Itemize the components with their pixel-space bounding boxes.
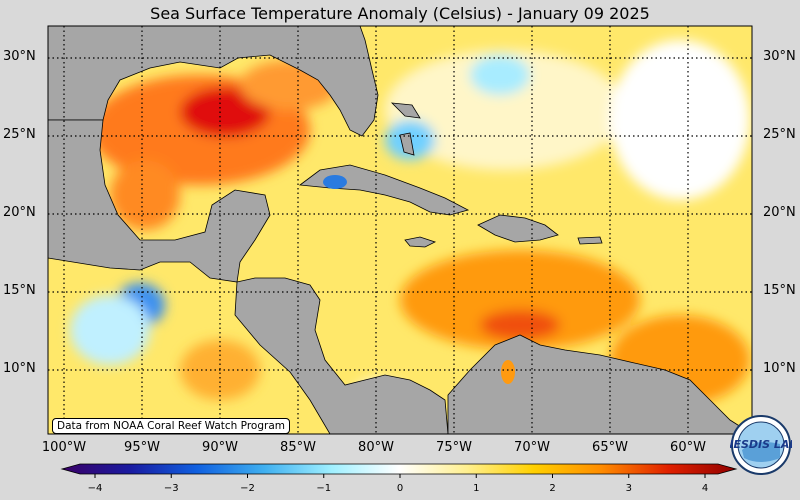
colorbar-tick-label: 0: [396, 483, 404, 494]
longitude-label: 60°W: [670, 440, 706, 455]
bahamas-island: [390, 102, 421, 119]
latitude-label: 30°N: [763, 49, 796, 64]
map-title: Sea Surface Temperature Anomaly (Celsius…: [150, 4, 650, 23]
land-masses: [48, 26, 752, 434]
longitude-label: 85°W: [280, 440, 316, 455]
latitude-label: 15°N: [763, 283, 796, 298]
lake-maracaibo: [501, 360, 515, 384]
longitude-label: 95°W: [124, 440, 160, 455]
colorbar-tick-label: −4: [87, 483, 103, 494]
latitude-label: 30°N: [3, 49, 36, 64]
longitude-label: 100°W: [41, 440, 87, 455]
latitude-label: 20°N: [3, 205, 36, 220]
graticule: [48, 26, 752, 434]
colorbar: [60, 463, 738, 478]
longitude-label: 65°W: [592, 440, 628, 455]
nesdis-lab-logo: NESDIS LAB: [730, 415, 792, 475]
south-america-landmass: [447, 334, 752, 434]
puerto-rico-island: [577, 236, 603, 245]
mexico-landmass: [48, 119, 271, 283]
colorbar-tick-label: −3: [163, 483, 179, 494]
longitude-label: 90°W: [202, 440, 238, 455]
colorbar-tick-label: 2: [549, 483, 556, 494]
data-credit: Data from NOAA Coral Reef Watch Program: [52, 418, 290, 434]
us-landmass: [48, 26, 379, 137]
map-border: [47, 25, 753, 435]
latitude-label: 25°N: [763, 127, 796, 142]
longitude-label: 75°W: [436, 440, 472, 455]
cold-patch-cuba: [323, 175, 347, 189]
latitude-label: 25°N: [3, 127, 36, 142]
colorbar-tick-label: −2: [240, 483, 255, 494]
map-frame: [48, 26, 752, 434]
latitude-label: 20°N: [763, 205, 796, 220]
latitude-label: 10°N: [763, 361, 796, 376]
anomaly-field: [70, 40, 750, 420]
latitude-label: 15°N: [3, 283, 36, 298]
colorbar-tick-label: 1: [473, 483, 480, 494]
logo-text: NESDIS LAB: [730, 438, 792, 451]
bahamas-island: [399, 132, 415, 156]
colorbar-tick-label: −1: [316, 483, 332, 494]
colorbar-ticks: [94, 474, 706, 478]
jamaica-island: [404, 236, 437, 248]
colorbar-tick-label: 3: [625, 483, 632, 494]
colorbar-bar: [60, 463, 738, 475]
hispaniola-island: [477, 214, 559, 243]
colorbar-tick-label: 4: [701, 483, 709, 494]
latitude-label: 10°N: [3, 361, 36, 376]
central-america-landmass: [234, 277, 449, 434]
longitude-label: 70°W: [514, 440, 550, 455]
longitude-label: 80°W: [358, 440, 394, 455]
